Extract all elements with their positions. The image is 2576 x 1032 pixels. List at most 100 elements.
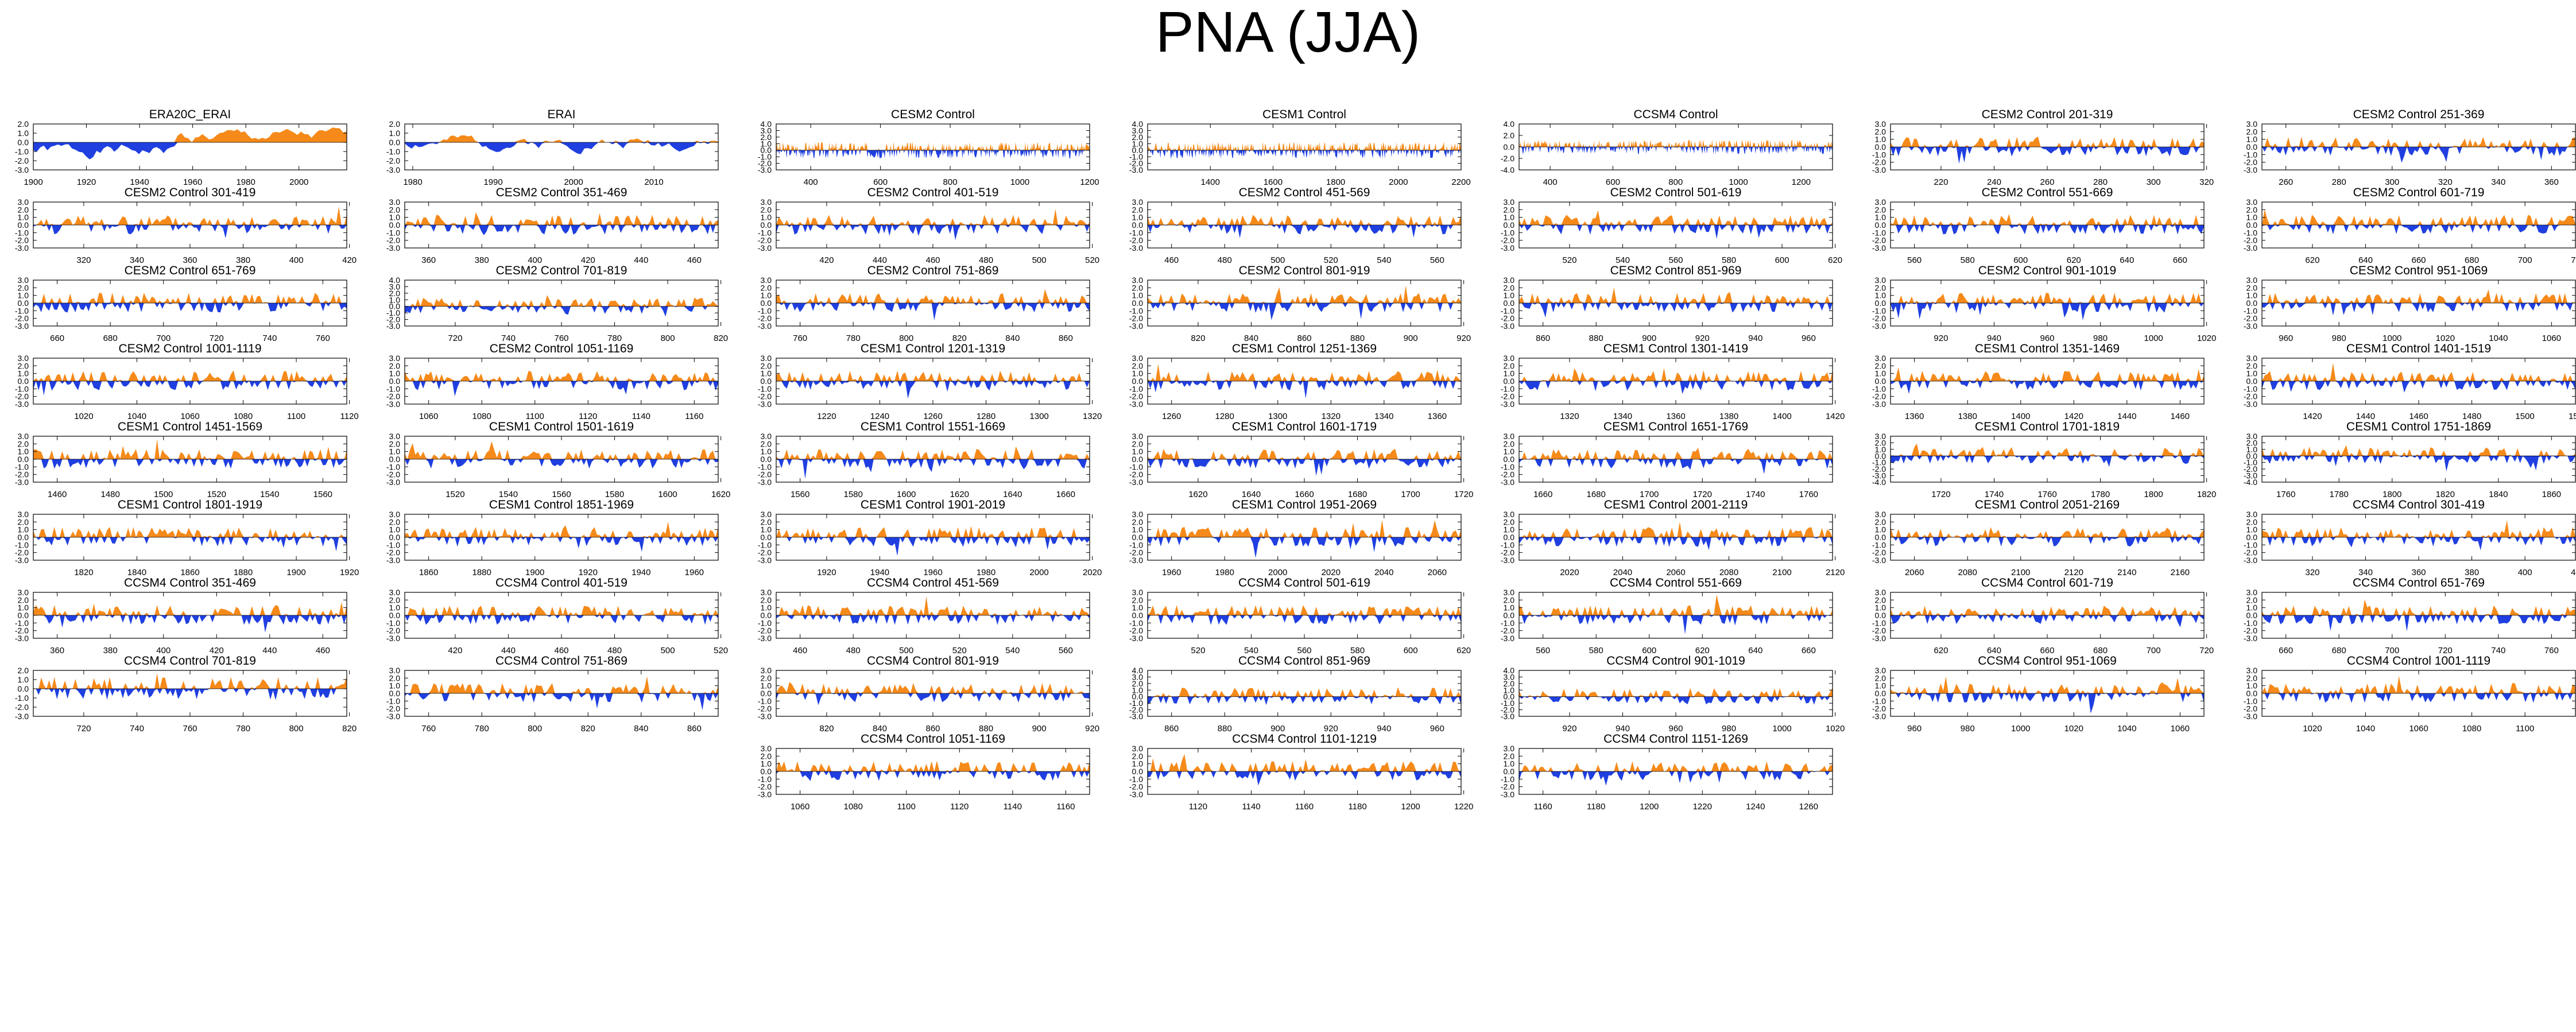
x-tick-label: 400 xyxy=(156,646,171,655)
x-tick-label: 1340 xyxy=(1374,412,1393,421)
panel-title: CCSM4 Control 501-619 xyxy=(1238,576,1370,589)
negative-area xyxy=(405,225,718,235)
negative-area xyxy=(33,225,347,239)
y-tick-label: -3.0 xyxy=(1501,634,1514,643)
y-tick-label: 1.0 xyxy=(761,369,772,378)
x-tick-label: 2200 xyxy=(1451,177,1470,187)
x-tick-label: 840 xyxy=(1005,333,1020,343)
x-tick-label: 920 xyxy=(1324,724,1338,734)
y-tick-label: 2.0 xyxy=(389,673,401,682)
x-tick-label: 600 xyxy=(1404,646,1418,655)
x-tick-label: 1160 xyxy=(685,412,703,421)
x-tick-label: 1620 xyxy=(1188,490,1207,499)
x-tick-label: 1980 xyxy=(977,568,995,577)
chart-svg: CESM1 Control 1201-13193.02.01.00.0-1.0-… xyxy=(758,342,1102,421)
panel-title: CESM2 Control 651-769 xyxy=(125,264,256,277)
y-tick-label: 1.0 xyxy=(761,525,772,534)
chart-panel: CESM1 Control 1401-1519 3.0 2.0 1.0 0.0 -1.0-… xyxy=(2229,340,2576,426)
y-tick-label: -1.0 xyxy=(1501,384,1514,393)
x-tick-label: 880 xyxy=(1350,333,1365,343)
y-tick-label: -1.0 xyxy=(1501,540,1514,549)
x-tick-label: 1760 xyxy=(1799,490,1818,499)
x-tick-label: 620 xyxy=(1456,646,1471,655)
negative-area xyxy=(1519,381,1833,394)
y-tick-label: 2.0 xyxy=(1504,439,1515,448)
figure-title: PNA (JJA) xyxy=(1155,0,1421,64)
negative-area xyxy=(1148,696,1461,705)
x-tick-label: 1120 xyxy=(1189,802,1207,812)
x-tick-label: 1140 xyxy=(1004,802,1022,812)
x-tick-label: 1660 xyxy=(1056,490,1075,499)
y-tick-label: -1.0 xyxy=(1129,618,1143,627)
y-tick-label: 2.0 xyxy=(18,205,29,214)
y-tick-label: -1.0 xyxy=(1872,540,1886,549)
y-tick-label: 1.0 xyxy=(18,447,29,456)
y-tick-label: -3.0 xyxy=(2244,243,2257,253)
y-tick-label: 2.0 xyxy=(1132,283,1144,292)
negative-area xyxy=(1148,537,1461,558)
positive-area xyxy=(405,441,718,459)
y-tick-label: 0.0 xyxy=(1132,455,1144,464)
chart-svg: CESM1 Control 1251-13693.02.01.00.0-1.0-… xyxy=(1129,342,1462,421)
y-tick-label: 2.0 xyxy=(1875,205,1887,214)
y-tick-label: -2.0 xyxy=(386,156,400,165)
x-tick-label: 620 xyxy=(1695,646,1710,655)
chart-panel: CESM1 Control 1801-1919 3.0 2.0 1.0 0.0 -1.0-… xyxy=(0,496,371,582)
x-tick-label: 320 xyxy=(2199,177,2214,187)
x-tick-label: 1020 xyxy=(2436,333,2455,343)
positive-area xyxy=(33,527,347,537)
positive-area xyxy=(1891,676,2204,693)
negative-area xyxy=(1519,225,1833,239)
y-tick-label: -2.0 xyxy=(1501,705,1514,715)
panel-title: CESM1 Control 1451-1569 xyxy=(118,420,262,433)
negative-area xyxy=(2262,225,2575,235)
y-tick-label: 0.0 xyxy=(18,684,29,693)
x-tick-label: 1260 xyxy=(1162,412,1181,421)
x-tick-label: 1520 xyxy=(446,490,464,499)
x-tick-label: 860 xyxy=(1536,333,1550,343)
x-tick-label: 1720 xyxy=(1931,490,1950,499)
y-tick-label: -2.0 xyxy=(1501,236,1514,245)
panel-title: CCSM4 Control 701-819 xyxy=(124,654,256,668)
x-tick-label: 1760 xyxy=(2037,490,2056,499)
chart-svg: CESM1 Control 1551-16693.02.01.00.0-1.0-… xyxy=(758,420,1090,499)
positive-area xyxy=(776,141,1090,150)
x-tick-label: 580 xyxy=(1589,646,1603,655)
y-tick-label: -3.0 xyxy=(1872,321,1886,331)
chart-svg: CESM2 Control 751-869 3.02.01.00.0-1.0-2.… xyxy=(758,264,1090,343)
y-tick-label: -2.0 xyxy=(15,626,29,635)
x-tick-label: 380 xyxy=(103,646,118,655)
y-tick-label: -3.0 xyxy=(1129,399,1143,409)
x-tick-label: 380 xyxy=(2465,568,2479,577)
x-tick-label: 880 xyxy=(1218,724,1232,734)
y-tick-label: 3.0 xyxy=(1504,276,1515,285)
negative-area xyxy=(1148,381,1461,399)
y-tick-label: 2.0 xyxy=(1132,361,1144,370)
y-tick-label: -2.0 xyxy=(1872,548,1886,557)
positive-area xyxy=(776,209,1090,225)
panel-title: CESM1 Control 1351-1469 xyxy=(1975,342,2120,355)
chart-svg: CESM2 Control 251-369 3.02.01.00.0-1.0-2.… xyxy=(2244,108,2576,187)
x-tick-label: 1360 xyxy=(1666,412,1685,421)
x-tick-label: 1560 xyxy=(791,490,809,499)
x-tick-label: 1060 xyxy=(791,802,809,812)
y-tick-label: -3.0 xyxy=(1501,790,1514,799)
x-tick-label: 1880 xyxy=(234,568,253,577)
negative-area xyxy=(1148,303,1461,320)
chart-svg: CESM2 Control 451-569 3.02.01.00.0-1.0-2.… xyxy=(1129,186,1462,265)
panel-title: CCSM4 Control 301-419 xyxy=(2353,498,2485,511)
negative-area xyxy=(405,459,718,469)
y-tick-label: 2.0 xyxy=(761,133,772,142)
y-tick-label: 1.0 xyxy=(389,369,401,378)
x-tick-label: 1060 xyxy=(2542,333,2561,343)
y-tick-label: -3.0 xyxy=(1129,321,1143,331)
panel-title: CESM2 Control 301-419 xyxy=(125,186,256,199)
y-tick-label: -3.0 xyxy=(2244,634,2257,643)
x-tick-label: 1880 xyxy=(472,568,491,577)
chart-panel: CESM2 Control 551-669 3.0 2.0 1.0 0.0 -1.0 -2.… xyxy=(1857,184,2228,270)
chart-panel: CESM1 Control 1501-1619 3.0 2.0 1.0 0.0 -1.0-… xyxy=(371,418,742,504)
y-tick-label: 2.0 xyxy=(1132,205,1144,214)
x-tick-label: 1600 xyxy=(897,490,916,499)
x-tick-label: 1060 xyxy=(2409,724,2428,734)
